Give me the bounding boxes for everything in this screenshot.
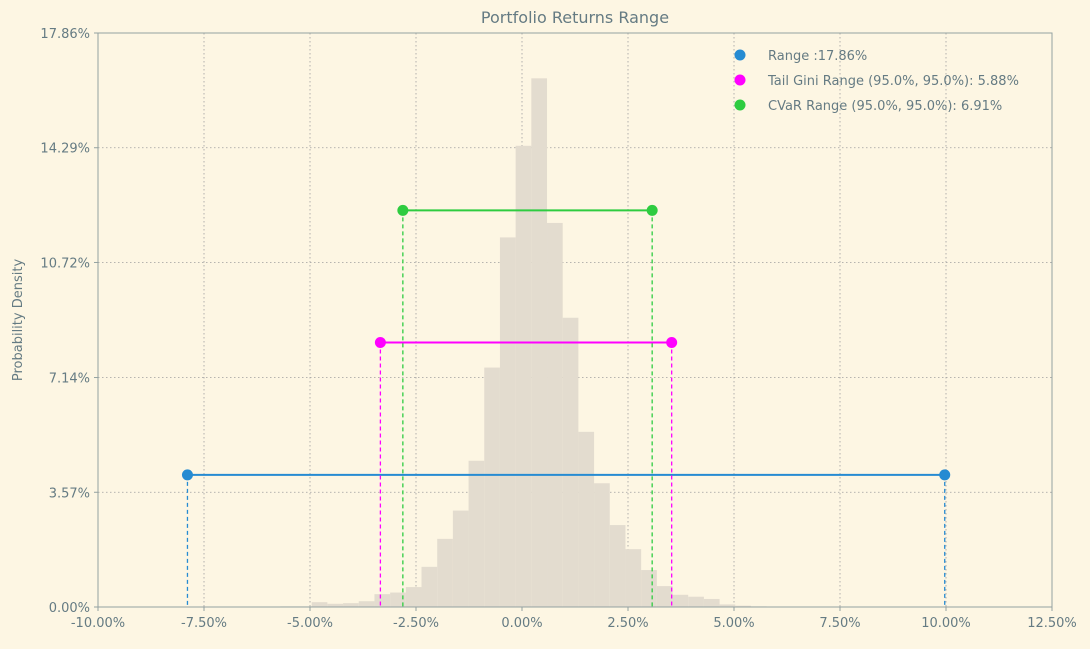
histogram-bar (452, 510, 469, 607)
x-axis-ticks: -10.00% -7.50% -5.00% -2.50% 0.00% 2.50% 5.00%… (71, 607, 1077, 631)
histogram-bar (405, 587, 422, 607)
x-tick-label: 2.50% (607, 616, 648, 631)
histogram-bar (609, 525, 626, 607)
histogram-bar (437, 538, 453, 607)
legend-label: Range :17.86% (768, 49, 867, 64)
histogram-bar (594, 483, 610, 607)
histogram-bar (311, 602, 328, 607)
x-tick-label: 0.00% (501, 616, 542, 631)
histogram-bar (374, 594, 391, 607)
histogram-bar (327, 603, 344, 607)
x-tick-label: 10.00% (921, 616, 971, 631)
histogram-bar (547, 222, 563, 607)
legend-label: CVaR Range (95.0%, 95.0%): 6.91% (768, 99, 1002, 114)
histogram-bar (484, 367, 500, 607)
x-tick-label: 12.50% (1027, 616, 1077, 631)
histogram-bar (735, 605, 751, 607)
histogram-bar (641, 570, 657, 607)
histogram-bar (421, 566, 438, 607)
legend-label: Tail Gini Range (95.0%, 95.0%): 5.88% (767, 74, 1019, 89)
y-tick-label: 10.72% (40, 256, 90, 271)
y-tick-label: 0.00% (49, 601, 90, 616)
range-endpoint-high (646, 204, 658, 216)
histogram-bar (562, 317, 579, 607)
range-endpoint-high (939, 469, 951, 481)
range-endpoint-low (374, 336, 386, 348)
chart-title: Portfolio Returns Range (481, 8, 669, 27)
histogram-bar (688, 596, 704, 607)
range-series-1 (374, 336, 678, 607)
histogram-bar (656, 586, 673, 607)
y-tick-label: 17.86% (40, 27, 90, 42)
legend: Range :17.86% Tail Gini Range (95.0%, 95.… (734, 49, 1019, 114)
y-tick-label: 7.14% (49, 372, 90, 387)
legend-marker (734, 74, 746, 86)
range-endpoint-low (397, 204, 409, 216)
histogram-bar (499, 237, 516, 607)
range-endpoint-high (666, 336, 678, 348)
histogram-bar (578, 431, 595, 607)
histogram-bar (719, 604, 736, 607)
range-series (181, 204, 951, 607)
x-tick-label: 7.50% (819, 616, 860, 631)
legend-marker (734, 99, 746, 111)
histogram-bar (358, 601, 375, 607)
y-tick-label: 3.57% (49, 486, 90, 501)
legend-marker (734, 49, 746, 61)
y-axis-ticks: 0.00% 3.57% 7.14% 10.72% 14.29% 17.86% (40, 27, 98, 616)
plot-frame (97, 32, 1053, 608)
histogram-bar (390, 592, 406, 607)
x-tick-label: -2.50% (393, 616, 439, 631)
x-tick-label: -7.50% (181, 616, 227, 631)
x-tick-label: -10.00% (71, 616, 125, 631)
histogram-bar (672, 594, 689, 607)
range-series-2 (397, 204, 658, 607)
histogram-bar (703, 598, 720, 607)
histogram-bar (515, 145, 532, 608)
histogram-bar (343, 603, 359, 607)
x-tick-label: 5.00% (713, 616, 754, 631)
histogram-bar (468, 460, 485, 607)
range-series-0 (181, 469, 951, 607)
y-tick-label: 14.29% (40, 142, 90, 157)
x-tick-label: -5.00% (287, 616, 333, 631)
histogram-bar (625, 549, 642, 607)
y-axis-label: Probability Density (11, 259, 26, 382)
range-endpoint-low (181, 469, 193, 481)
